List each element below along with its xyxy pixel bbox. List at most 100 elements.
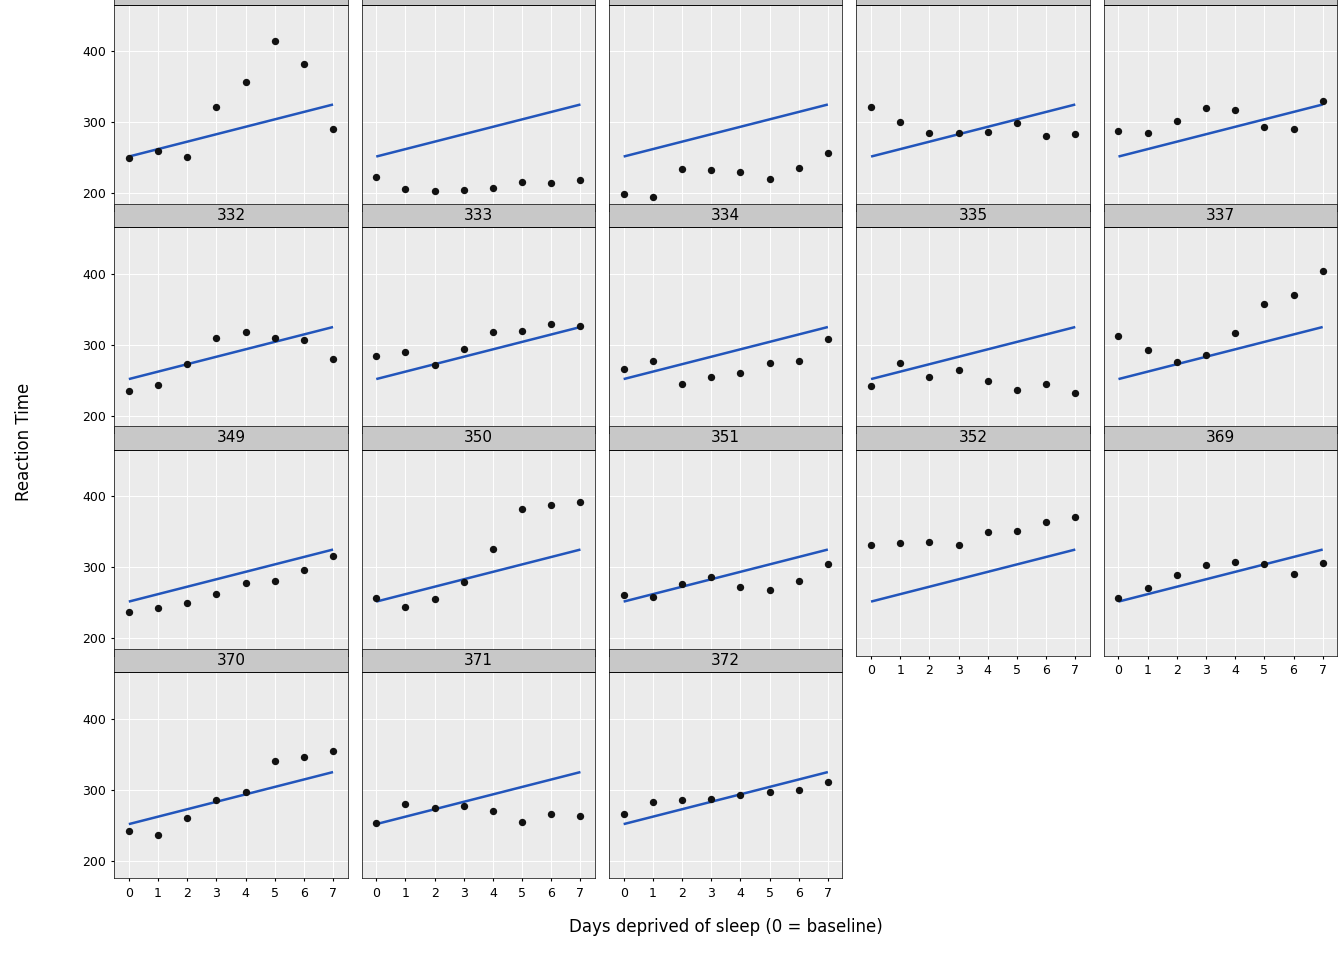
Point: [570, 318, 591, 333]
Point: [206, 99, 227, 114]
Point: [642, 353, 664, 369]
Point: [890, 114, 911, 130]
Point: [366, 815, 387, 830]
Point: [788, 160, 809, 176]
Point: [642, 588, 664, 604]
Point: [890, 355, 911, 371]
Point: [540, 176, 562, 191]
Point: [919, 534, 941, 549]
Point: [788, 353, 809, 369]
Point: [1224, 325, 1246, 341]
Point: [395, 181, 417, 197]
Point: [700, 369, 722, 384]
Point: [948, 125, 969, 140]
Point: [395, 796, 417, 811]
Point: [671, 376, 692, 392]
Point: [671, 577, 692, 592]
Point: [1064, 126, 1086, 141]
Point: [1195, 558, 1216, 573]
Text: 337: 337: [1206, 208, 1235, 223]
FancyBboxPatch shape: [362, 426, 595, 450]
FancyBboxPatch shape: [114, 204, 348, 228]
Text: 352: 352: [958, 430, 988, 445]
Point: [148, 600, 169, 615]
Point: [511, 174, 532, 189]
Point: [1137, 125, 1159, 140]
Point: [1167, 567, 1188, 583]
Point: [511, 814, 532, 829]
Point: [759, 171, 781, 186]
Point: [293, 332, 314, 348]
Point: [1007, 382, 1028, 397]
Point: [730, 579, 751, 594]
Point: [700, 792, 722, 807]
Point: [1035, 515, 1056, 530]
Text: 371: 371: [464, 653, 493, 668]
Point: [206, 330, 227, 346]
Point: [482, 804, 504, 819]
Point: [700, 162, 722, 178]
Text: 372: 372: [711, 653, 741, 668]
Point: [613, 361, 634, 376]
FancyBboxPatch shape: [114, 649, 348, 672]
Text: 350: 350: [464, 430, 493, 445]
Point: [613, 806, 634, 822]
FancyBboxPatch shape: [362, 649, 595, 672]
Point: [1137, 343, 1159, 358]
Point: [570, 494, 591, 510]
Point: [482, 324, 504, 340]
Point: [148, 144, 169, 159]
Point: [176, 356, 198, 372]
Point: [1007, 523, 1028, 539]
Text: Reaction Time: Reaction Time: [15, 382, 34, 501]
Point: [235, 74, 257, 89]
FancyBboxPatch shape: [1103, 204, 1337, 228]
Point: [788, 782, 809, 798]
FancyBboxPatch shape: [856, 0, 1090, 5]
Point: [948, 362, 969, 377]
Point: [730, 366, 751, 381]
Point: [235, 784, 257, 800]
Point: [453, 341, 474, 356]
Point: [148, 377, 169, 393]
FancyBboxPatch shape: [114, 0, 348, 5]
FancyBboxPatch shape: [1103, 0, 1337, 5]
Point: [642, 189, 664, 204]
Point: [613, 186, 634, 202]
Point: [293, 563, 314, 578]
Text: 335: 335: [958, 208, 988, 223]
Point: [1035, 376, 1056, 392]
Point: [570, 808, 591, 824]
Point: [1064, 510, 1086, 525]
Point: [453, 182, 474, 198]
Point: [206, 587, 227, 602]
Point: [118, 150, 140, 165]
Point: [118, 383, 140, 398]
Point: [366, 348, 387, 364]
Point: [919, 370, 941, 385]
Point: [860, 538, 882, 553]
Point: [613, 588, 634, 603]
Point: [323, 548, 344, 564]
Point: [540, 498, 562, 514]
FancyBboxPatch shape: [609, 426, 843, 450]
Point: [482, 541, 504, 557]
Point: [540, 806, 562, 822]
Point: [206, 793, 227, 808]
FancyBboxPatch shape: [609, 649, 843, 672]
Point: [423, 591, 445, 607]
Point: [817, 557, 839, 572]
Point: [453, 574, 474, 589]
Point: [1312, 93, 1333, 108]
Point: [263, 33, 285, 48]
Point: [1282, 566, 1304, 582]
Point: [423, 801, 445, 816]
Point: [235, 324, 257, 340]
Point: [570, 173, 591, 188]
Point: [977, 125, 999, 140]
Point: [482, 180, 504, 195]
Point: [788, 573, 809, 588]
Point: [759, 355, 781, 371]
Point: [948, 538, 969, 553]
Point: [293, 750, 314, 765]
